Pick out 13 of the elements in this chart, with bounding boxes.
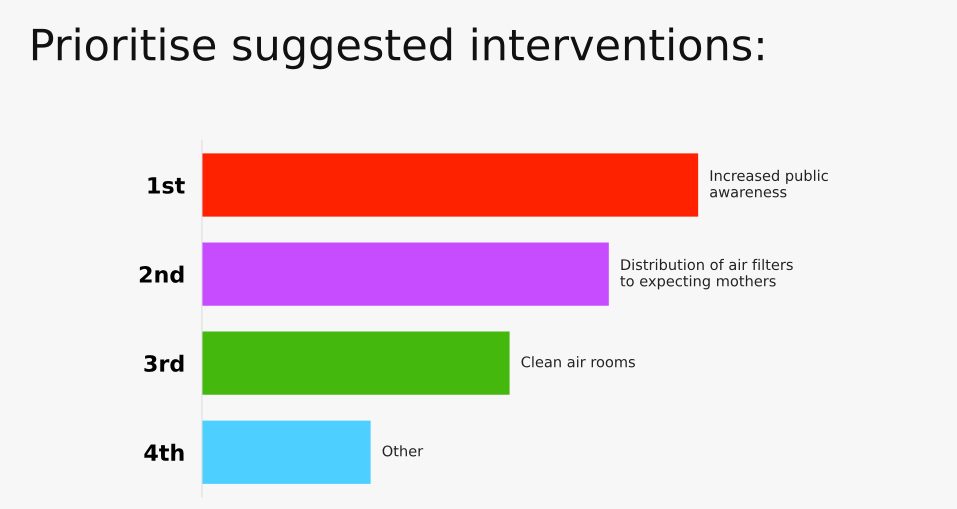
y-tick-label: 1st — [148, 177, 185, 194]
bar — [202, 332, 510, 395]
y-tick-label: 3rd — [144, 354, 184, 372]
annotation: Distribution of air filters to expecting mothers — [620, 258, 793, 290]
annotation: Other — [382, 445, 424, 456]
bar — [202, 242, 609, 306]
y-tick-label: 2nd — [140, 266, 184, 283]
annotation: Increased public awareness — [710, 170, 828, 198]
y-tick-label: 4th — [144, 444, 184, 461]
chart-title: Prioritise suggested interventions: — [32, 28, 763, 70]
bar — [202, 153, 698, 217]
annotation: Clean air rooms — [522, 356, 635, 368]
bar — [202, 420, 371, 484]
